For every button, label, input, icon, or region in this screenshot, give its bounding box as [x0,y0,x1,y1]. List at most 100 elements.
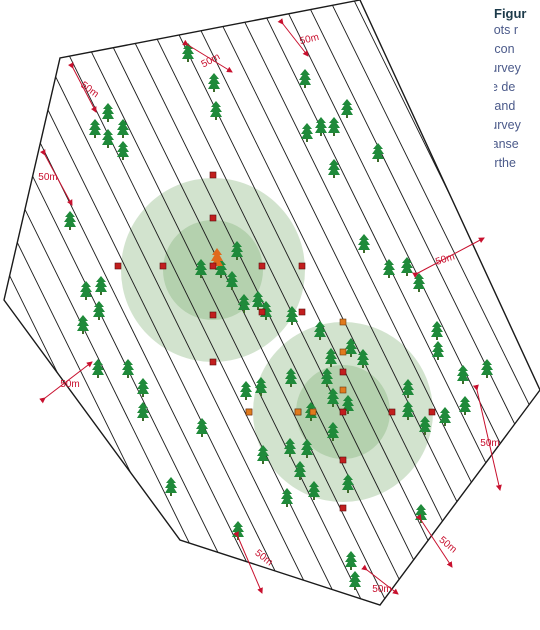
tree-icon [117,119,129,138]
sample-plot-marker [339,348,347,356]
tree-icon [402,379,414,398]
distance-annotation: 50m [472,384,502,491]
sample-plot-marker [245,408,253,416]
tree-icon [419,416,431,435]
transect-line [31,0,363,605]
sample-plot-marker [339,456,347,464]
distance-label: 50m [38,172,57,183]
tree-icon [481,359,493,378]
tree-icon [439,407,451,426]
tree-icon [308,481,320,500]
tree-icon [92,359,104,378]
sample-plot-marker [209,214,217,222]
tree-icon [327,422,339,441]
tree-icon [328,159,340,178]
sample-plot-marker [428,408,436,416]
figure-caption: Figur plots r a con survey be de Mand su… [494,8,540,173]
tree-icon [342,395,354,414]
transect-line [55,0,387,605]
caption-line: furthe [494,156,516,170]
distance-annotation: 50m [412,237,485,278]
tree-icon [457,365,469,384]
caption-line: plots r [494,23,519,37]
tree-icon [431,321,443,340]
caption-title: Figur [494,8,527,21]
transect-line [7,0,339,605]
tree-icon [77,315,89,334]
sample-plot-marker [209,262,217,270]
sample-plot-marker [209,171,217,179]
tree-icon [196,418,208,437]
tree-icon [345,338,357,357]
caption-line: a con [494,42,515,56]
tree-icon [240,381,252,400]
sample-plot-marker [258,308,266,316]
tree-icon [315,117,327,136]
tree-icon [257,445,269,464]
sample-plots [114,171,436,512]
tree-icon [95,276,107,295]
sample-plot-marker [114,262,122,270]
tree-icon [238,294,250,313]
tree-icon [314,321,326,340]
caption-line: transe [494,137,519,151]
distance-label: 50m [437,535,459,556]
tree-icon [299,69,311,88]
tree-icon [349,571,361,590]
tree-icon [208,73,220,92]
distance-label: 50m [372,584,391,595]
distance-label: 50m [299,32,321,47]
tree-icon [93,301,105,320]
tree-icon [321,368,333,387]
sample-plot-marker [388,408,396,416]
tree-icon [286,306,298,325]
sample-plot-marker [294,408,302,416]
distance-label: 50m [60,379,79,390]
tree-icon [459,396,471,415]
tree-icon [294,461,306,480]
tree-icon [80,281,92,300]
transect-line [295,0,540,605]
survey-circle [121,178,305,362]
tree-icon [210,101,222,120]
transect-line [271,0,540,605]
tree-icon [252,291,264,310]
sample-plot-marker [339,368,347,376]
sample-plot-marker [339,408,347,416]
tree-icon [372,143,384,162]
survey-circles [121,178,433,502]
sample-plot-marker [339,386,347,394]
distance-annotation: 50m [39,361,93,404]
tree-icon [165,477,177,496]
tree-icon [137,378,149,397]
tree-icon [301,439,313,458]
centre-tree-icon [211,248,223,266]
transect-line [4,0,243,605]
tree-icon [432,341,444,360]
tree-icon [402,401,414,420]
tree-icon [327,388,339,407]
distance-annotation: 50m [68,62,101,113]
tree-icon [102,103,114,122]
tree-icon [301,123,313,142]
distance-label: 50m [480,438,499,449]
sample-plot-marker [339,318,347,326]
tree-icon [281,488,293,507]
tree-icon [341,99,353,118]
sample-plot-marker [209,311,217,319]
tree-icon [413,273,425,292]
tree-icon [284,438,296,457]
tree-icon [285,368,297,387]
tree-icon [357,349,369,368]
distance-annotation: 50m [361,564,399,595]
caption-line: survey [494,61,521,75]
transect-line [319,0,540,605]
tree-icon [195,259,207,278]
sample-plot-marker [209,358,217,366]
caption-line: survey [494,118,521,132]
sample-plot-marker [298,308,306,316]
sample-plot-marker [309,408,317,416]
distance-annotation: 50m [277,18,321,57]
tree-icon [117,141,129,160]
